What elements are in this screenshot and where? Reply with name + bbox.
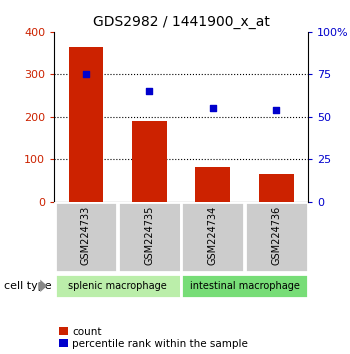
Text: GSM224735: GSM224735 <box>145 206 154 266</box>
Bar <box>259 174 294 202</box>
Title: GDS2982 / 1441900_x_at: GDS2982 / 1441900_x_at <box>93 16 270 29</box>
Bar <box>195 167 230 202</box>
Legend: count, percentile rank within the sample: count, percentile rank within the sample <box>60 327 248 349</box>
Text: intestinal macrophage: intestinal macrophage <box>190 281 300 291</box>
Bar <box>132 121 167 202</box>
Point <box>147 88 152 94</box>
Bar <box>55 274 181 298</box>
Text: GSM224734: GSM224734 <box>208 206 218 266</box>
Text: splenic macrophage: splenic macrophage <box>68 281 167 291</box>
Point <box>210 105 216 111</box>
Bar <box>118 202 181 272</box>
Bar <box>69 47 103 202</box>
Point <box>273 107 279 113</box>
Bar <box>245 202 308 272</box>
Bar <box>181 274 308 298</box>
Bar <box>55 202 117 272</box>
Text: GSM224733: GSM224733 <box>81 206 91 266</box>
Bar <box>181 202 244 272</box>
Text: GSM224736: GSM224736 <box>271 206 281 266</box>
Point <box>83 72 89 77</box>
Text: cell type: cell type <box>4 281 51 291</box>
